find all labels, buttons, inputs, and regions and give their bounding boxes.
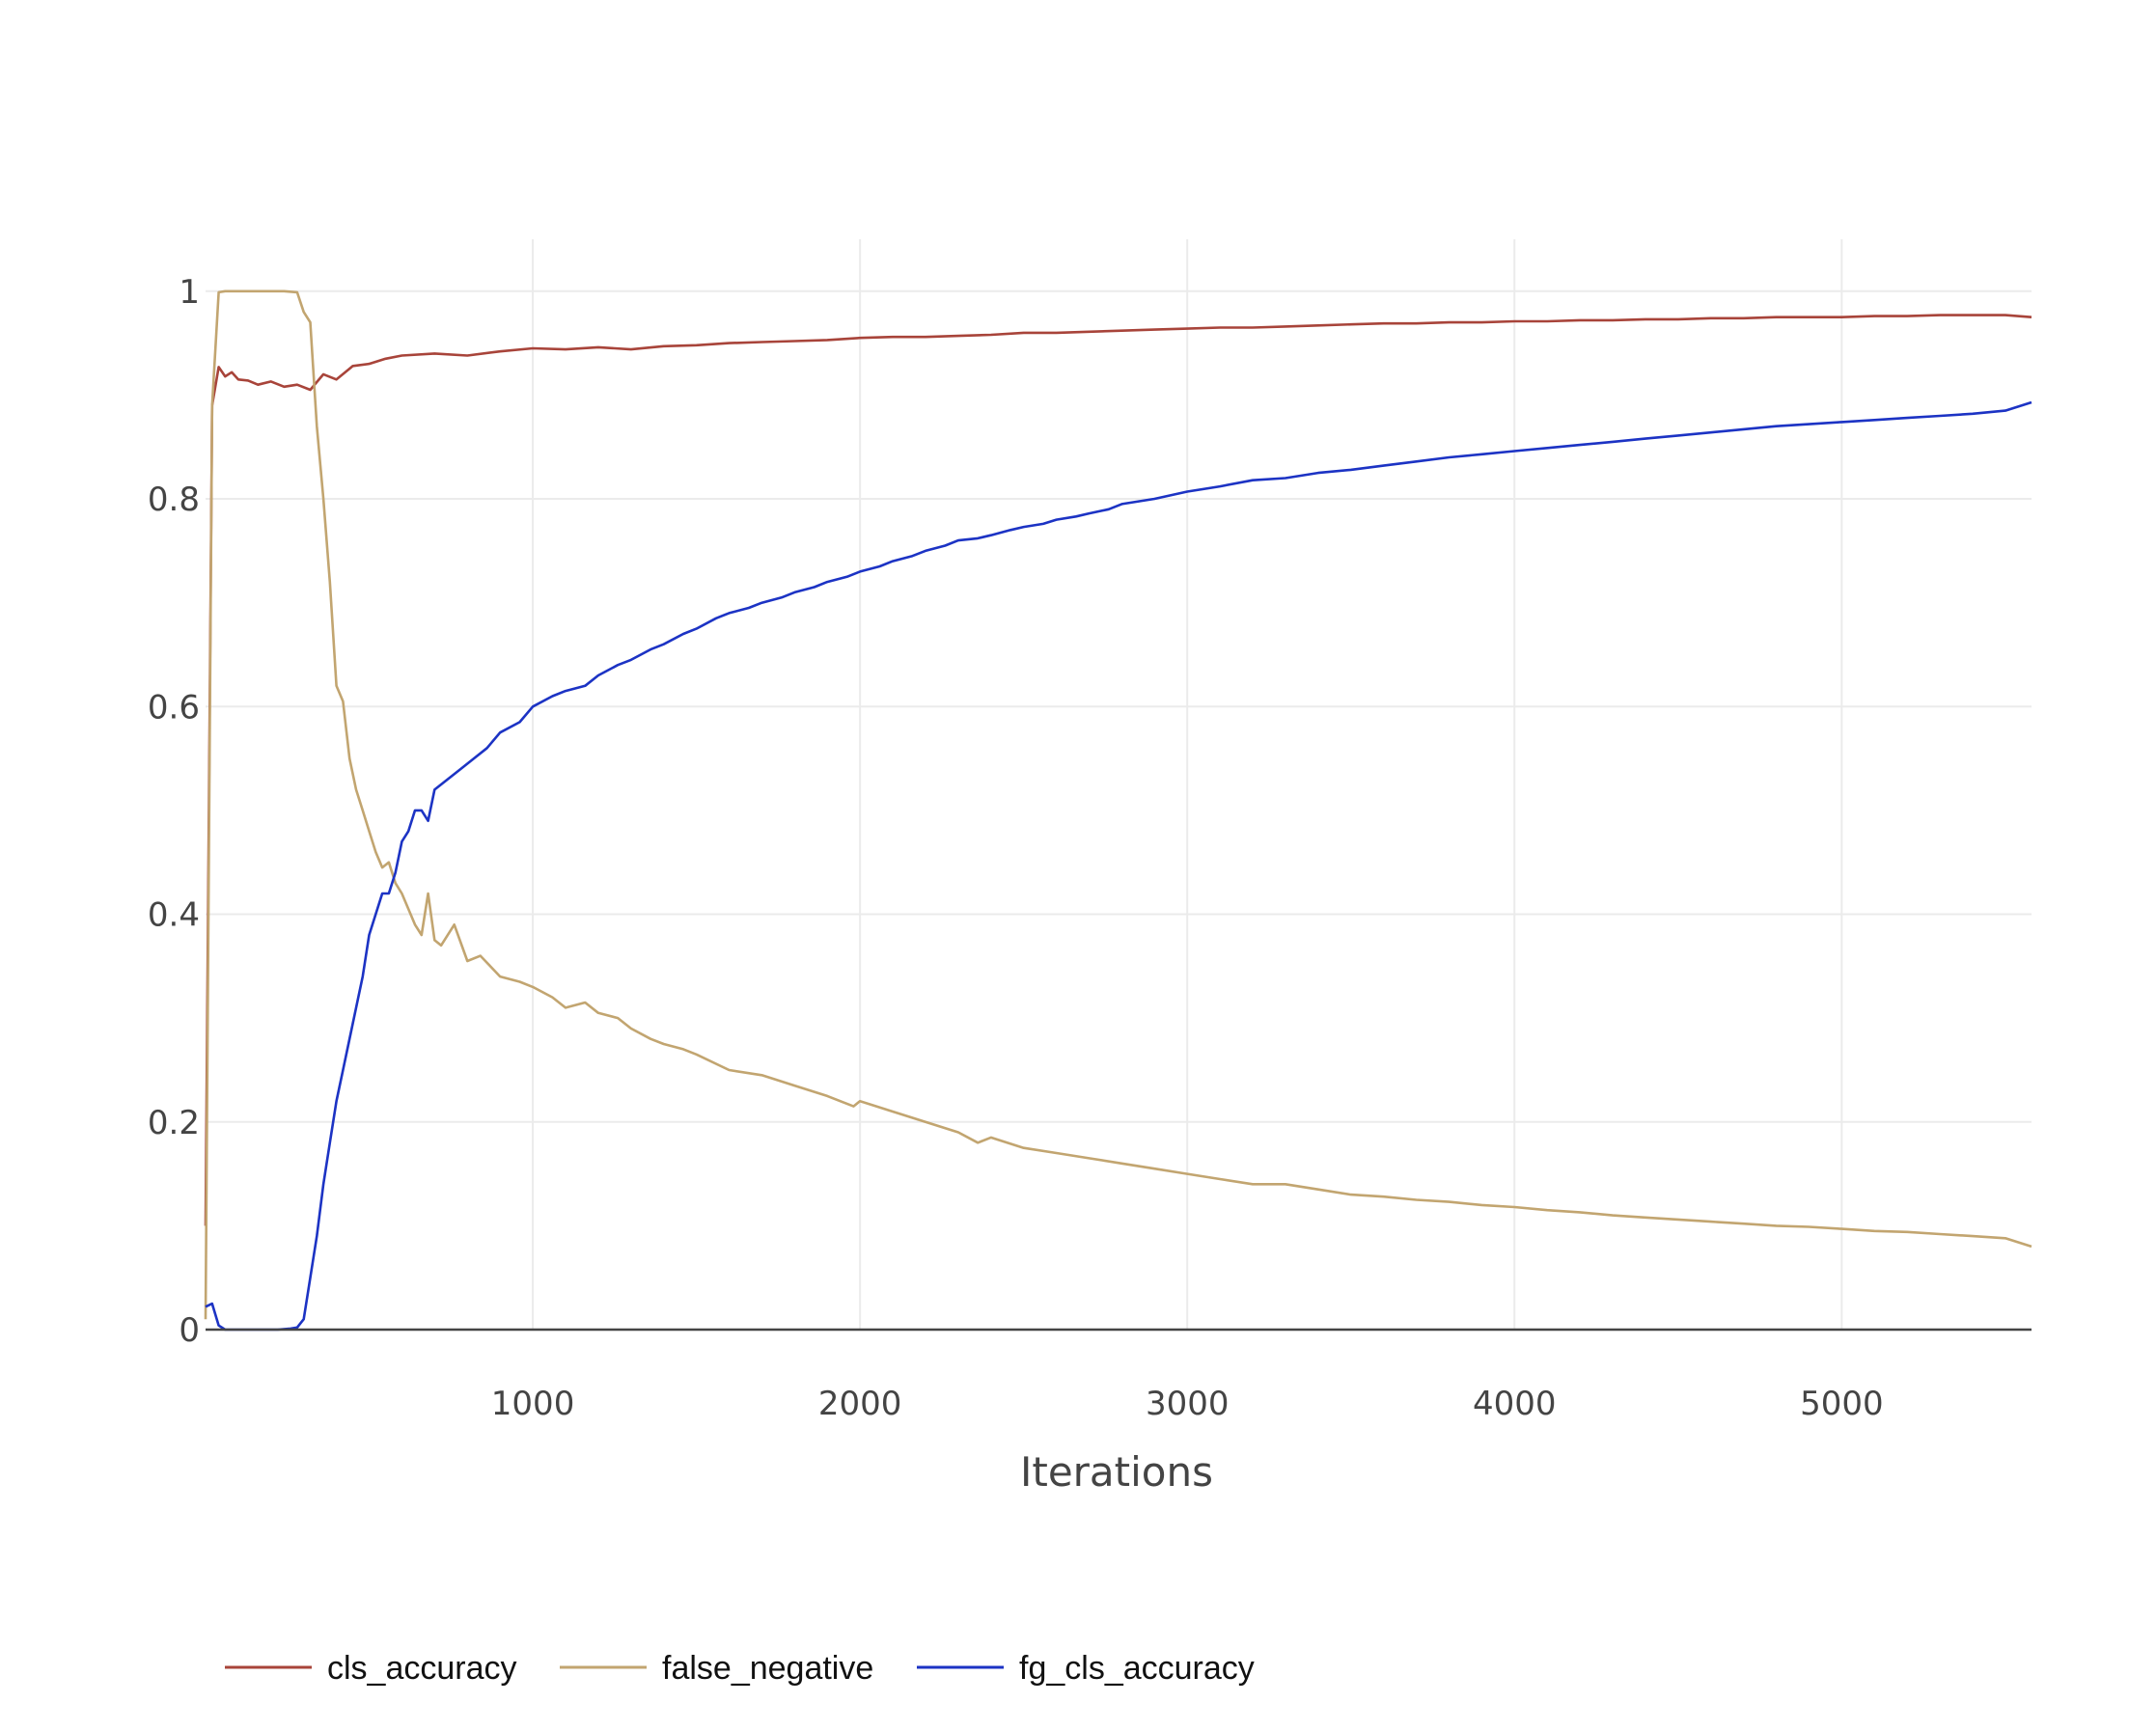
- x-tick-label-2: 3000: [1146, 1385, 1230, 1423]
- x-axis-tick-labels: 1000 2000 3000 4000 5000: [491, 1385, 1884, 1423]
- y-tick-label-0: 0: [179, 1311, 200, 1350]
- legend-label-2: fg_cls_accuracy: [1019, 1650, 1255, 1687]
- legend-label-0: cls_accuracy: [327, 1650, 517, 1687]
- x-axis-title: Iterations: [1020, 1448, 1213, 1496]
- y-axis-tick-labels: 0 0.2 0.4 0.6 0.8 1: [148, 273, 200, 1350]
- y-gridlines: [206, 289, 2032, 1123]
- legend-item-cls-accuracy[interactable]: cls_accuracy: [225, 1650, 517, 1687]
- series-lines: [204, 289, 2032, 1332]
- series-line-false-negative: [204, 289, 2032, 1320]
- legend-item-fg-cls-accuracy[interactable]: fg_cls_accuracy: [917, 1650, 1255, 1687]
- y-tick-label-1: 0.2: [148, 1104, 200, 1142]
- plot-area: [204, 239, 2032, 1332]
- legend-item-false-negative[interactable]: false_negative: [560, 1650, 873, 1687]
- series-line-cls-accuracy: [204, 314, 2032, 1226]
- y-tick-label-4: 0.8: [148, 481, 200, 519]
- y-tick-label-3: 0.6: [148, 688, 200, 727]
- legend: cls_accuracy false_negative fg_cls_accurac…: [225, 1650, 1255, 1687]
- series-line-fg-cls-accuracy: [205, 400, 2032, 1332]
- legend-label-1: false_negative: [662, 1650, 873, 1687]
- x-gridlines: [532, 239, 1843, 1330]
- y-tick-label-5: 1: [179, 273, 200, 312]
- x-tick-label-1: 2000: [818, 1385, 902, 1423]
- x-tick-label-4: 5000: [1800, 1385, 1884, 1423]
- x-tick-label-3: 4000: [1473, 1385, 1557, 1423]
- y-tick-label-2: 0.4: [148, 896, 200, 935]
- x-tick-label-0: 1000: [491, 1385, 575, 1423]
